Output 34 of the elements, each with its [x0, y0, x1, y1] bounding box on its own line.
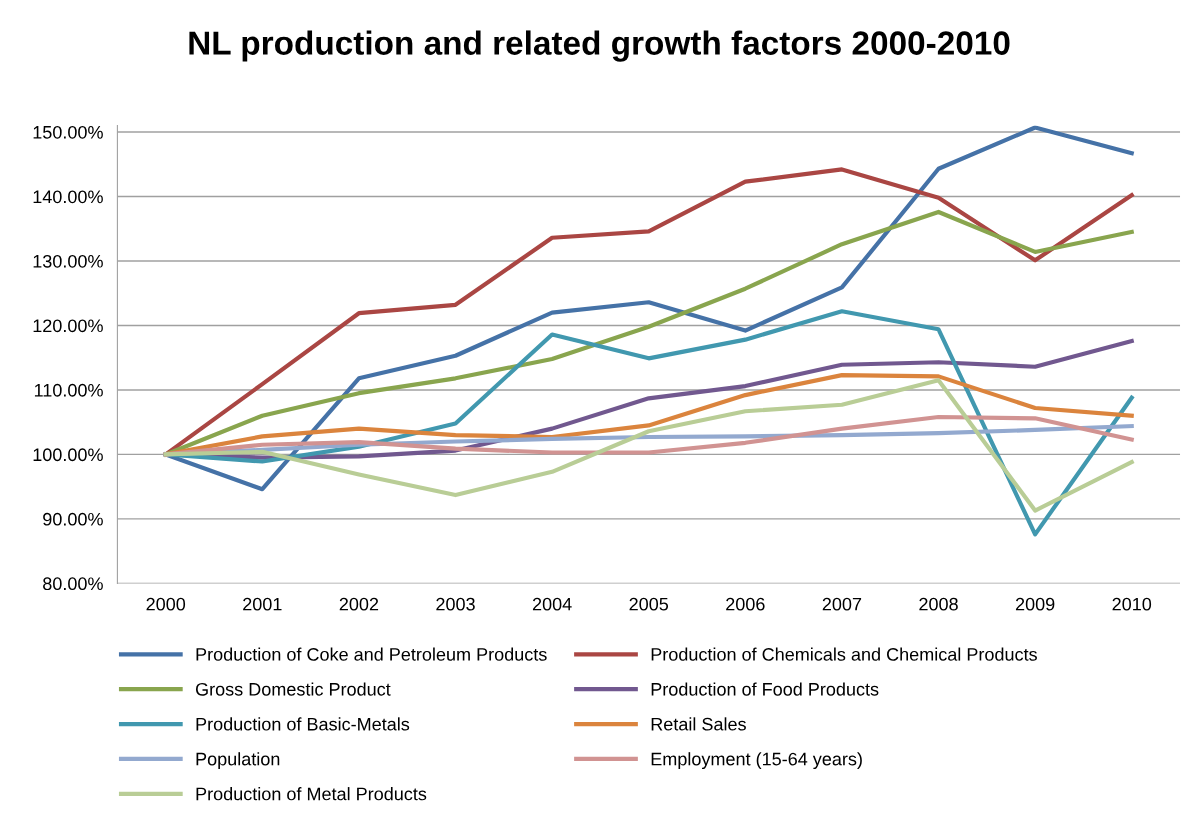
x-tick-label: 2005	[629, 597, 669, 611]
x-tick-label: 2000	[146, 597, 186, 611]
x-tick-label: 2001	[243, 597, 282, 611]
line-series	[163, 414, 1134, 457]
legend-label: Employment (15-64 years)	[651, 752, 862, 770]
legend-label: Retail Sales	[651, 717, 746, 731]
y-tick-label: 100.00%	[33, 448, 103, 462]
line-series	[163, 373, 1134, 457]
legend-label: Production of Metal Products	[196, 787, 427, 801]
y-tick-label: 140.00%	[33, 190, 103, 204]
x-tick-label: 2007	[822, 597, 862, 611]
line-series	[163, 125, 1134, 492]
y-tick-label: 90.00%	[43, 512, 103, 526]
y-tick-label: 80.00%	[43, 577, 103, 591]
legend-label: Production of Chemicals and Chemical Products	[651, 647, 1037, 661]
x-tick-label: 2002	[339, 597, 379, 611]
legend-label: Production of Food Products	[651, 682, 879, 696]
chart-title: NL production and related growth factors 2000-2010	[189, 30, 1010, 62]
line-series	[163, 309, 1134, 537]
x-tick-label: 2004	[532, 597, 572, 611]
x-tick-label: 2006	[726, 597, 765, 611]
legend-label: Production of Coke and Petroleum Products	[196, 647, 547, 661]
line-series	[163, 378, 1134, 513]
x-tick-label: 2003	[436, 597, 475, 611]
x-tick-label: 2010	[1112, 597, 1152, 611]
y-tick-label: 120.00%	[33, 319, 103, 333]
x-tick-label: 2009	[1015, 597, 1055, 611]
y-tick-label: 150.00%	[33, 125, 103, 139]
legend-label: Gross Domestic Product	[195, 682, 391, 696]
legend-label: Production of Basic-Metals	[196, 717, 410, 731]
y-tick-label: 110.00%	[34, 383, 103, 397]
legend-label: Population	[196, 752, 280, 770]
x-tick-label: 2008	[919, 597, 958, 611]
y-tick-label: 130.00%	[33, 254, 103, 268]
